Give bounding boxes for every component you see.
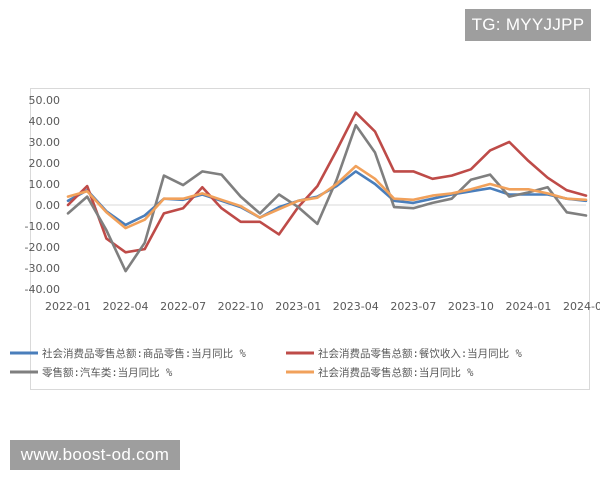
x-tick-label: 2022-10: [218, 300, 264, 313]
x-tick-label: 2022-04: [103, 300, 149, 313]
legend-label-1: 社会消费品零售总额:商品零售:当月同比 %: [42, 347, 246, 360]
x-tick-label: 2023-10: [448, 300, 494, 313]
legend-label-2: 社会消费品零售总额:餐饮收入:当月同比 %: [318, 347, 522, 360]
series-lines: [66, 111, 588, 273]
x-axis-ticks: 2022-01 2022-04 2022-07 2022-10 2023-01 2023-…: [45, 300, 600, 313]
x-tick-label: 2023-04: [333, 300, 379, 313]
legend-label-4: 社会消费品零售总额:当月同比 %: [318, 366, 474, 379]
y-tick-label: 30.00: [29, 136, 61, 149]
x-tick-label: 2024-04: [563, 300, 600, 313]
y-tick-label: -30.00: [25, 262, 60, 275]
y-axis-ticks: 50.00 40.00 30.00 20.00 10.00 0.00 -10.00 -20.0…: [25, 94, 60, 296]
legend: 社会消费品零售总额:商品零售:当月同比 % 社会消费品零售总额:餐饮收入:当月同比…: [10, 347, 522, 379]
x-tick-label: 2022-01: [45, 300, 91, 313]
chart-frame: [30, 88, 590, 390]
x-tick-label: 2023-07: [390, 300, 436, 313]
x-tick-label: 2023-01: [275, 300, 321, 313]
x-tick-label: 2024-01: [505, 300, 551, 313]
y-tick-label: -10.00: [25, 220, 60, 233]
y-tick-label: 50.00: [29, 94, 61, 107]
y-tick-label: -20.00: [25, 241, 60, 254]
series-line-4: [66, 164, 588, 230]
watermark-badge-top: TG: MYYJJPP: [465, 9, 591, 41]
y-tick-label: 40.00: [29, 115, 61, 128]
series-line-2: [66, 111, 588, 254]
y-tick-label: 0.00: [36, 199, 61, 212]
y-tick-label: 10.00: [29, 178, 61, 191]
y-tick-label: -40.00: [25, 283, 60, 296]
y-tick-label: 20.00: [29, 157, 61, 170]
x-tick-label: 2022-07: [160, 300, 206, 313]
legend-label-3: 零售额:汽车类:当月同比 %: [42, 366, 173, 379]
watermark-badge-bottom: www.boost-od.com: [10, 440, 180, 470]
